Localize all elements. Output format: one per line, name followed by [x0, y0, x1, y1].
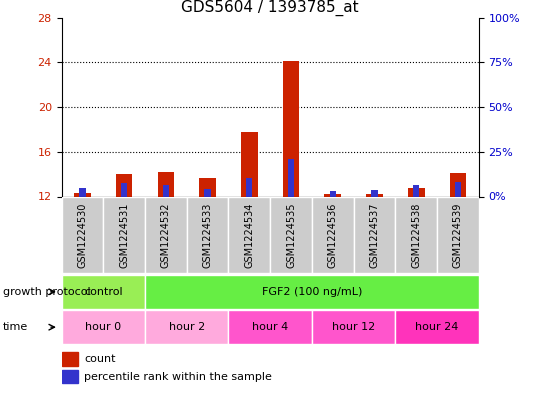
Bar [413, 185, 419, 196]
Text: hour 2: hour 2 [169, 322, 205, 332]
Text: hour 0: hour 0 [85, 322, 121, 332]
Bar [270, 196, 312, 273]
Bar [449, 173, 467, 196]
Bar [241, 132, 258, 196]
Text: control: control [84, 287, 123, 297]
Bar [437, 196, 479, 273]
Text: hour 12: hour 12 [332, 322, 375, 332]
Bar [163, 185, 169, 196]
Text: percentile rank within the sample: percentile rank within the sample [85, 372, 272, 382]
Bar [354, 196, 395, 273]
Title: GDS5604 / 1393785_at: GDS5604 / 1393785_at [181, 0, 359, 17]
Bar [228, 310, 312, 344]
Bar [395, 310, 479, 344]
Bar [145, 196, 187, 273]
Bar [74, 193, 91, 196]
Bar [408, 187, 425, 196]
Bar [62, 196, 103, 273]
Bar [62, 370, 78, 384]
Text: GSM1224533: GSM1224533 [203, 202, 212, 268]
Text: GSM1224536: GSM1224536 [328, 202, 338, 268]
Text: FGF2 (100 ng/mL): FGF2 (100 ng/mL) [262, 287, 362, 297]
Bar [282, 61, 300, 196]
Bar [395, 196, 437, 273]
Bar [157, 172, 174, 196]
Bar [455, 182, 461, 196]
Bar [199, 178, 216, 196]
Bar [79, 187, 86, 196]
Text: GSM1224534: GSM1224534 [244, 202, 254, 268]
Text: growth protocol: growth protocol [3, 287, 90, 297]
Text: hour 24: hour 24 [415, 322, 459, 332]
Text: count: count [85, 354, 116, 364]
Bar [371, 190, 378, 196]
Bar [228, 196, 270, 273]
Bar [187, 196, 228, 273]
Bar [288, 158, 294, 196]
Bar [312, 310, 395, 344]
Text: GSM1224538: GSM1224538 [411, 202, 421, 268]
Text: GSM1224530: GSM1224530 [78, 202, 87, 268]
Text: GSM1224532: GSM1224532 [161, 202, 171, 268]
Text: GSM1224539: GSM1224539 [453, 202, 463, 268]
Bar [121, 183, 127, 196]
Bar [145, 310, 228, 344]
Text: GSM1224531: GSM1224531 [119, 202, 129, 268]
Bar [312, 196, 354, 273]
Bar [62, 352, 78, 365]
Bar [324, 194, 341, 196]
Bar [330, 191, 336, 196]
Bar [366, 194, 383, 196]
Text: GSM1224537: GSM1224537 [370, 202, 379, 268]
Bar [204, 189, 211, 196]
Bar [103, 196, 145, 273]
Bar [62, 275, 145, 309]
Text: GSM1224535: GSM1224535 [286, 202, 296, 268]
Bar [145, 275, 479, 309]
Bar [62, 310, 145, 344]
Bar [246, 178, 253, 196]
Text: hour 4: hour 4 [252, 322, 288, 332]
Bar [116, 174, 133, 196]
Text: time: time [3, 322, 28, 332]
